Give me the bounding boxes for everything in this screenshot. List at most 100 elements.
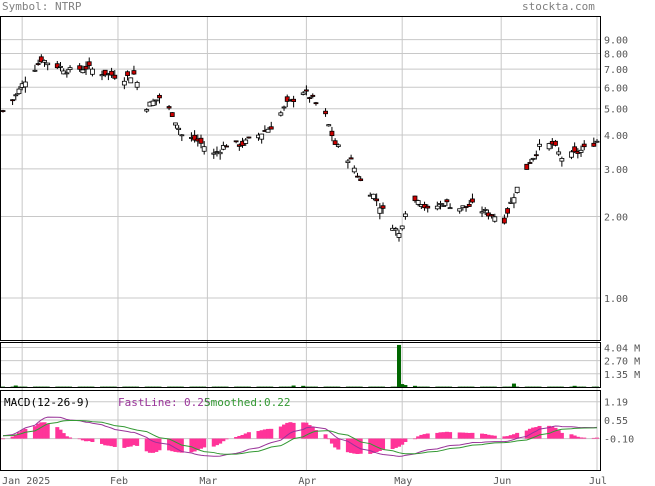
macd-histogram-bar [221, 438, 226, 442]
candle-body [527, 162, 533, 164]
macd-histogram-bar [58, 429, 63, 439]
macd-histogram-bar [569, 434, 574, 439]
candle-body [447, 207, 453, 210]
macd-histogram-bar [336, 438, 341, 450]
macd-histogram-bar [39, 422, 44, 439]
macd-histogram-bar [10, 436, 15, 439]
volume-tick-label: 2.70 M [604, 357, 640, 368]
volume-bar [310, 386, 315, 388]
volume-bar [464, 386, 469, 388]
smoothed-label: Smoothed: [204, 396, 264, 409]
volume-bar [489, 386, 494, 388]
volume-bar [381, 386, 386, 388]
macd-histogram-bar [307, 425, 312, 439]
macd-histogram-bar [61, 433, 66, 439]
smoothed-series [2, 419, 598, 455]
candle-body [345, 160, 351, 164]
volume-bar [106, 386, 111, 388]
candle-body [351, 167, 357, 173]
macd-histogram-bar [502, 436, 507, 439]
candle-body [102, 69, 108, 76]
candle-body [268, 126, 274, 130]
volume-bar [55, 386, 60, 388]
volume-bar [39, 386, 44, 388]
volume-bar [412, 385, 417, 387]
candle-body [434, 205, 440, 210]
volume-bar [304, 386, 309, 388]
macd-histogram-bar [243, 433, 248, 439]
volume-bar [553, 386, 558, 388]
macd-histogram-bar [505, 436, 510, 439]
candle-body [121, 80, 127, 86]
macd-histogram-bar [400, 438, 405, 445]
macd-histogram-bar [323, 434, 328, 439]
macd-histogram-bar [329, 438, 334, 444]
macd-histogram-bar [32, 426, 37, 439]
macd-histogram-bar [154, 438, 159, 452]
volume-bar [435, 386, 440, 388]
macd-histogram-bar [390, 438, 395, 450]
macd-histogram-bar [55, 427, 60, 439]
x-tick-label: Jul [589, 476, 607, 486]
volume-bar [336, 386, 341, 388]
macd-histogram-bar [435, 432, 440, 439]
volume-bar [515, 386, 520, 388]
volume-bar [301, 385, 306, 387]
volume-bar [278, 386, 283, 388]
candle-body [412, 195, 418, 202]
candle-body [326, 124, 332, 127]
candle-body [109, 70, 114, 76]
candle-body [22, 81, 28, 88]
volume-bar [151, 386, 156, 388]
macd-histogram-bar [269, 428, 274, 439]
x-tick-label: Jan 2025 [2, 476, 50, 486]
candle-body [32, 69, 38, 72]
macd-histogram-bar [122, 438, 127, 448]
candle-body [511, 197, 517, 204]
volume-bar [556, 386, 561, 388]
volume-bar [374, 386, 379, 388]
volume-bar [179, 386, 184, 388]
volume-bar [595, 386, 599, 388]
volume-bar [345, 386, 350, 388]
macd-histogram-bar [301, 422, 306, 439]
volume-bar [291, 385, 296, 387]
macd-histogram-bar [211, 438, 216, 447]
candle-body [310, 94, 316, 97]
macd-histogram-bar [234, 436, 239, 439]
volume-gridlines [0, 346, 600, 375]
volume-bar [58, 386, 63, 388]
volume-bar [214, 386, 219, 388]
candle-body [466, 203, 472, 207]
macd-histogram-bar [368, 438, 373, 454]
volume-bar [470, 386, 475, 388]
x-tick-label: Feb [110, 476, 128, 486]
volume-bar [32, 386, 37, 388]
price-tick-label: 6.00 [604, 83, 628, 94]
macd-histogram-bar [438, 432, 443, 439]
volume-bar [218, 386, 223, 388]
macd-histogram-bar [483, 433, 488, 439]
volume-bar [457, 386, 462, 388]
candle-body [224, 145, 229, 148]
price-panel-frame [0, 16, 601, 341]
site-label[interactable]: stockta.com [522, 0, 595, 13]
price-tick-label: 4.00 [604, 131, 628, 142]
volume-bar [441, 386, 446, 388]
macd-histogram-bar [151, 438, 156, 453]
volume-tick-label: 1.35 M [604, 370, 640, 381]
volume-bar [444, 386, 449, 388]
volume-bar [243, 386, 248, 388]
macd-histogram-bar [128, 438, 133, 447]
x-tick-label: May [394, 476, 412, 486]
volume-bar [355, 386, 360, 388]
candle-body [530, 157, 536, 160]
macd-histogram-bar [412, 438, 417, 440]
candle-body [125, 71, 130, 76]
candle-body [201, 146, 207, 152]
volume-bar [256, 386, 261, 388]
candle-body [281, 106, 287, 109]
macd-histogram-bar [579, 437, 584, 439]
volume-bar [154, 386, 159, 388]
